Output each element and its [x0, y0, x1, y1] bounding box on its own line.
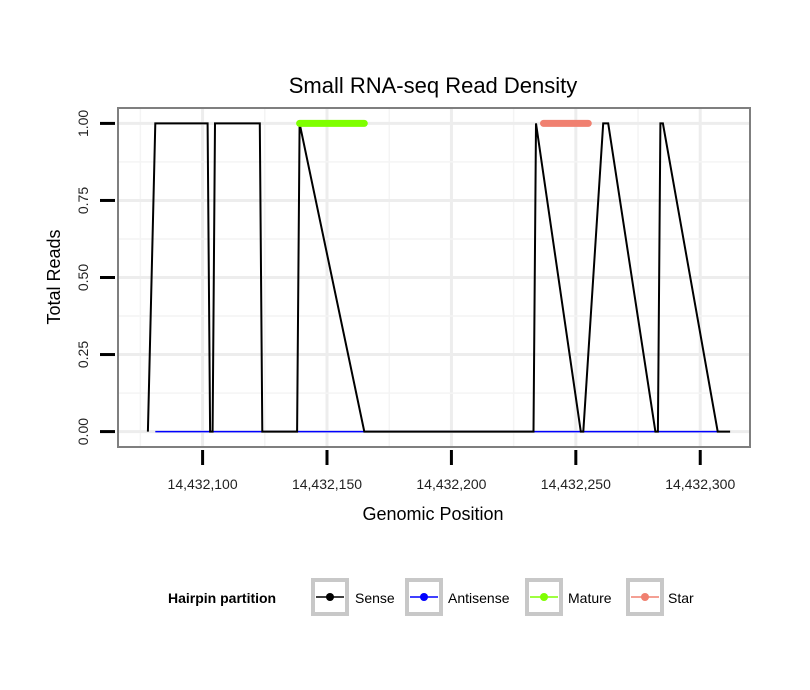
y-tick-label: 0.50 — [75, 264, 91, 291]
legend-label-star: Star — [668, 590, 694, 606]
y-tick-label: 1.00 — [75, 110, 91, 137]
plot-border — [117, 107, 751, 448]
x-tick-label: 14,432,300 — [665, 476, 735, 492]
y-tick-label: 0.25 — [75, 341, 91, 368]
x-tick-label: 14,432,100 — [168, 476, 238, 492]
legend-key-dot — [420, 593, 428, 601]
x-axis-label: Genomic Position — [362, 504, 503, 524]
legend-label-sense: Sense — [355, 590, 395, 606]
x-tick-label: 14,432,150 — [292, 476, 362, 492]
legend: Hairpin partition Sense Antisense Mature Sta… — [168, 578, 694, 616]
legend-key-dot — [326, 593, 334, 601]
x-tick-label: 14,432,250 — [541, 476, 611, 492]
x-tick-label: 14,432,200 — [416, 476, 486, 492]
chart-title: Small RNA-seq Read Density — [289, 73, 578, 98]
legend-key-dot — [641, 593, 649, 601]
series-line-sense — [146, 122, 731, 433]
legend-label-mature: Mature — [568, 590, 612, 606]
legend-label-antisense: Antisense — [448, 590, 510, 606]
y-tick-label: 0.00 — [75, 418, 91, 445]
legend-title: Hairpin partition — [168, 590, 276, 606]
y-axis-label: Total Reads — [44, 229, 64, 324]
y-tick-label: 0.75 — [75, 187, 91, 214]
legend-key-dot — [540, 593, 548, 601]
